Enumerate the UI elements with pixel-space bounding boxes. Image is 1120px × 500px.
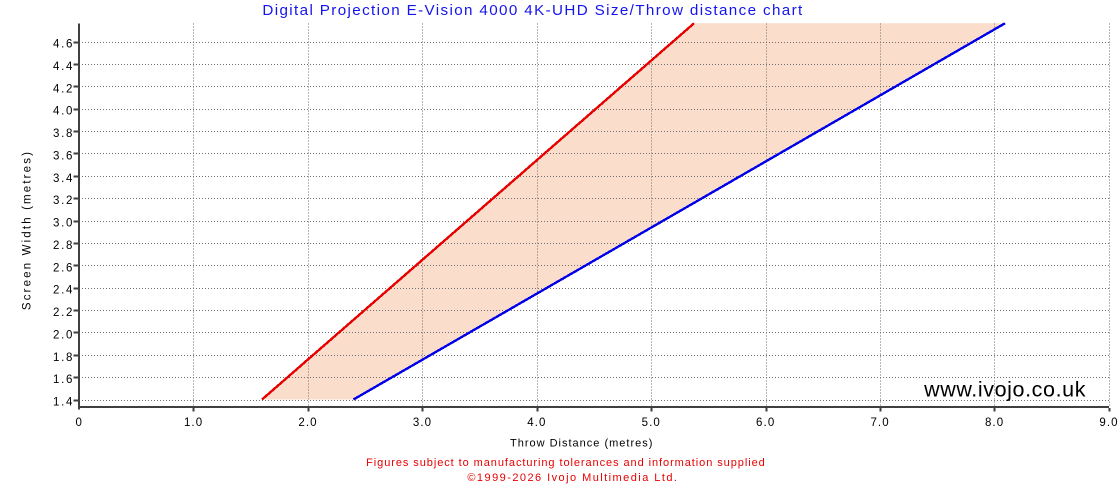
svg-text:3.4: 3.4 — [53, 173, 74, 185]
svg-text:2.0: 2.0 — [298, 417, 317, 429]
svg-text:4.0: 4.0 — [53, 106, 74, 118]
svg-text:1.4: 1.4 — [53, 397, 74, 409]
svg-text:3.0: 3.0 — [413, 417, 432, 429]
svg-text:©1999-2026 Ivojo Multimedia Lt: ©1999-2026 Ivojo Multimedia Ltd. — [467, 472, 678, 484]
svg-text:2.2: 2.2 — [53, 307, 74, 319]
svg-text:Figures subject to manufacturi: Figures subject to manufacturing toleran… — [366, 457, 766, 469]
svg-text:2.4: 2.4 — [53, 285, 74, 297]
svg-text:2.6: 2.6 — [53, 262, 74, 274]
svg-text:3.2: 3.2 — [53, 195, 74, 207]
svg-text:0: 0 — [75, 417, 83, 429]
svg-text:2.8: 2.8 — [53, 240, 74, 252]
svg-text:9.0: 9.0 — [1099, 417, 1118, 429]
svg-text:Throw Distance (metres): Throw Distance (metres) — [510, 438, 653, 450]
svg-text:Screen Width (metres): Screen Width (metres) — [22, 150, 34, 310]
svg-text:1.8: 1.8 — [53, 352, 74, 364]
svg-text:5.0: 5.0 — [642, 417, 661, 429]
svg-text:Digital Projection E-Vision 40: Digital Projection E-Vision 4000 4K-UHD … — [262, 2, 803, 19]
svg-text:3.8: 3.8 — [53, 128, 74, 140]
svg-text:2.0: 2.0 — [53, 330, 74, 342]
svg-text:6.0: 6.0 — [756, 417, 775, 429]
svg-text:4.2: 4.2 — [53, 83, 74, 95]
svg-text:4.4: 4.4 — [53, 61, 74, 73]
svg-text:7.0: 7.0 — [870, 417, 889, 429]
svg-text:1.0: 1.0 — [184, 417, 203, 429]
svg-text:3.0: 3.0 — [53, 218, 74, 230]
svg-text:3.6: 3.6 — [53, 150, 74, 162]
svg-text:4.6: 4.6 — [53, 39, 74, 51]
svg-text:www.ivojo.co.uk: www.ivojo.co.uk — [923, 378, 1086, 402]
svg-text:1.6: 1.6 — [53, 374, 74, 386]
svg-text:4.0: 4.0 — [527, 417, 546, 429]
svg-text:8.0: 8.0 — [985, 417, 1004, 429]
